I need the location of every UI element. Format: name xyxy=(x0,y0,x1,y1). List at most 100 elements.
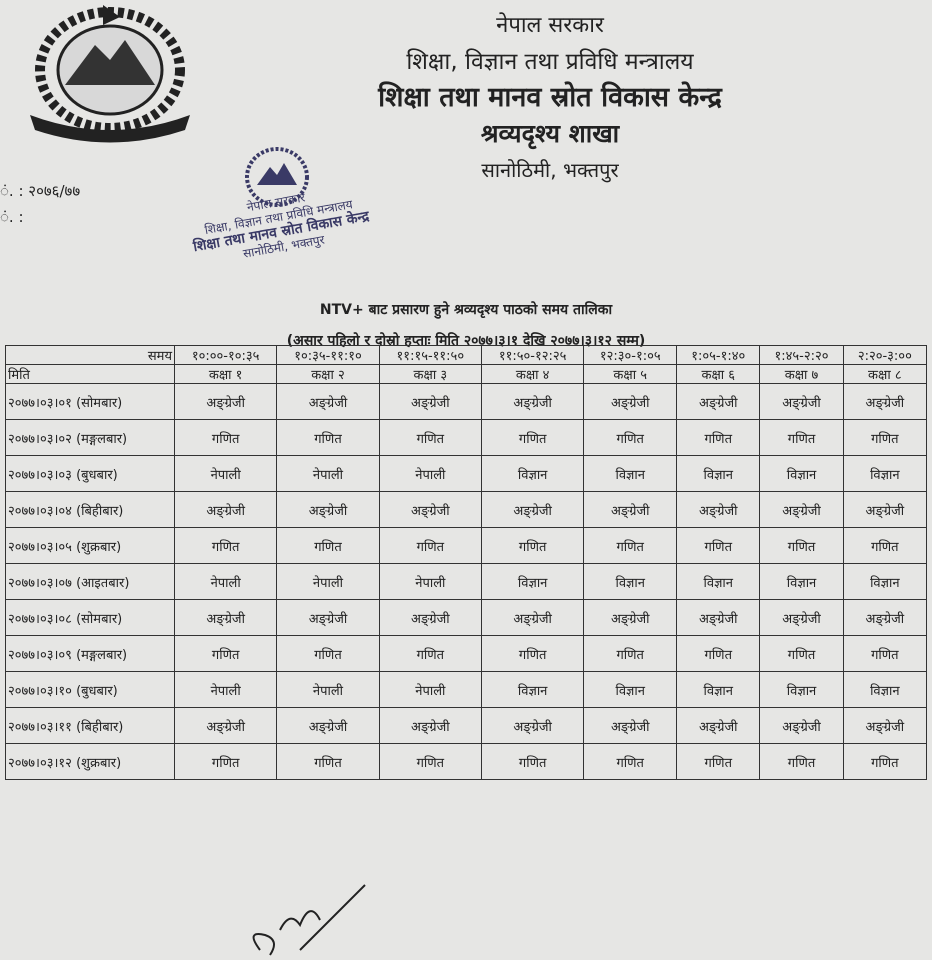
subject-cell: गणित xyxy=(842,419,928,456)
subject-cell: अङ्ग्रेजी xyxy=(583,599,678,636)
subject-cell: विज्ञान xyxy=(480,563,585,600)
header-line: शिक्षा, विज्ञान तथा प्रविधि मन्त्रालय xyxy=(406,49,694,75)
date-cell: २०७७।०३।०१ (सोमबार) xyxy=(5,383,175,420)
time-cell: २:२०-३:०० xyxy=(842,345,928,365)
subject-cell: अङ्ग्रेजी xyxy=(759,383,844,420)
date-cell: २०७७।०३।०३ (बुधबार) xyxy=(5,455,175,492)
subject-cell: गणित xyxy=(276,635,380,672)
subject-cell: गणित xyxy=(759,743,844,780)
table-row: २०७७।०३।०७ (आइतबार) नेपाली नेपाली नेपाली विज… xyxy=(5,563,928,600)
subject-cell: गणित xyxy=(378,419,482,456)
time-cell: ११:१५-११:५० xyxy=(378,345,482,365)
subject-cell: अङ्ग्रेजी xyxy=(759,599,844,636)
class-cell: कक्षा ७ xyxy=(759,364,844,384)
class-cell: कक्षा ४ xyxy=(480,364,585,384)
subject-cell: नेपाली xyxy=(276,563,380,600)
subject-cell: गणित xyxy=(759,635,844,672)
subject-cell: गणित xyxy=(276,419,380,456)
table-row: २०७७।०३।०४ (बिहीबार) अङ्ग्रेजी अङ्ग्रेजी अङ… xyxy=(5,491,928,528)
date-header: मिति xyxy=(5,364,175,384)
subject-cell: अङ्ग्रेजी xyxy=(173,599,278,636)
subject-cell: विज्ञान xyxy=(480,455,585,492)
subject-cell: गणित xyxy=(378,527,482,564)
subject-cell: गणित xyxy=(676,419,761,456)
date-cell: २०७७।०३।१२ (शुक्रबार) xyxy=(5,743,175,780)
emblem xyxy=(30,5,190,143)
reference: ं. : २०७६/७७ ं. : xyxy=(0,178,80,230)
subject-cell: गणित xyxy=(759,419,844,456)
header-row: समय १०:००-१०:३५ १०:३५-११:१० ११:१५-११:५० ११:५… xyxy=(5,345,928,365)
subject-cell: अङ्ग्रेजी xyxy=(378,383,482,420)
subject-cell: गणित xyxy=(676,743,761,780)
subject-cell: अङ्ग्रेजी xyxy=(583,707,678,744)
subject-cell: अङ्ग्रेजी xyxy=(480,599,585,636)
header-line: सानोठिमी, भक्तपुर xyxy=(481,158,619,182)
subject-cell: गणित xyxy=(480,743,585,780)
subject-cell: अङ्ग्रेजी xyxy=(276,383,380,420)
table-title: NTV+ बाट प्रसारण हुने श्रव्यदृश्य पाठको … xyxy=(319,302,613,318)
subject-cell: अङ्ग्रेजी xyxy=(842,599,928,636)
subject-cell: अङ्ग्रेजी xyxy=(480,491,585,528)
subject-cell: अङ्ग्रेजी xyxy=(583,383,678,420)
signature xyxy=(252,884,366,956)
subject-cell: गणित xyxy=(583,743,678,780)
table-row: २०७७।०३।०३ (बुधबार) नेपाली नेपाली नेपाली विज… xyxy=(5,455,928,492)
subject-cell: अङ्ग्रेजी xyxy=(378,491,482,528)
subject-cell: अङ्ग्रेजी xyxy=(583,491,678,528)
subject-cell: नेपाली xyxy=(173,455,278,492)
subject-cell: विज्ञान xyxy=(842,455,928,492)
subject-cell: विज्ञान xyxy=(676,671,761,708)
schedule-table: समय १०:००-१०:३५ १०:३५-११:१० ११:१५-११:५० ११:५… xyxy=(5,345,928,780)
header-line: शिक्षा तथा मानव स्रोत विकास केन्द्र xyxy=(378,82,722,113)
subject-cell: विज्ञान xyxy=(842,671,928,708)
class-cell: कक्षा ६ xyxy=(676,364,761,384)
table-row: २०७७।०३।१२ (शुक्रबार) गणित गणित गणित गणित गणि… xyxy=(5,743,928,780)
subject-cell: गणित xyxy=(276,527,380,564)
subject-cell: विज्ञान xyxy=(583,671,678,708)
subject-cell: अङ्ग्रेजी xyxy=(676,491,761,528)
time-header: समय xyxy=(5,345,175,365)
subject-cell: विज्ञान xyxy=(759,563,844,600)
subject-cell: अङ्ग्रेजी xyxy=(276,707,380,744)
subject-cell: अङ्ग्रेजी xyxy=(759,491,844,528)
date-cell: २०७७।०३।११ (बिहीबार) xyxy=(5,707,175,744)
subject-cell: गणित xyxy=(583,635,678,672)
subject-cell: गणित xyxy=(676,635,761,672)
subject-cell: नेपाली xyxy=(276,671,380,708)
subject-cell: गणित xyxy=(378,743,482,780)
subject-cell: विज्ञान xyxy=(759,671,844,708)
subject-cell: गणित xyxy=(842,743,928,780)
subject-cell: अङ्ग्रेजी xyxy=(759,707,844,744)
subject-cell: नेपाली xyxy=(173,563,278,600)
subject-cell: अङ्ग्रेजी xyxy=(842,491,928,528)
subject-cell: अङ्ग्रेजी xyxy=(276,599,380,636)
subject-cell: गणित xyxy=(759,527,844,564)
table-row: २०७७।०३।०१ (सोमबार) अङ्ग्रेजी अङ्ग्रेजी अङ्… xyxy=(5,383,928,420)
subject-cell: अङ्ग्रेजी xyxy=(173,491,278,528)
table-row: २०७७।०३।०८ (सोमबार) अङ्ग्रेजी अङ्ग्रेजी अङ्… xyxy=(5,599,928,636)
subject-cell: गणित xyxy=(173,527,278,564)
subject-cell: अङ्ग्रेजी xyxy=(378,707,482,744)
table-row: २०७७।०३।०५ (शुक्रबार) गणित गणित गणित गणित गणि… xyxy=(5,527,928,564)
subject-cell: नेपाली xyxy=(276,455,380,492)
date-cell: २०७७।०३।०७ (आइतबार) xyxy=(5,563,175,600)
time-cell: १०:३५-११:१० xyxy=(276,345,380,365)
subject-cell: अङ्ग्रेजी xyxy=(676,383,761,420)
subject-cell: अङ्ग्रेजी xyxy=(676,599,761,636)
subject-cell: विज्ञान xyxy=(676,455,761,492)
subject-cell: विज्ञान xyxy=(480,671,585,708)
subject-cell: अङ्ग्रेजी xyxy=(480,707,585,744)
subject-cell: गणित xyxy=(583,527,678,564)
subject-cell: विज्ञान xyxy=(676,563,761,600)
date-cell: २०७७।०३।०५ (शुक्रबार) xyxy=(5,527,175,564)
subject-cell: गणित xyxy=(173,419,278,456)
subject-cell: विज्ञान xyxy=(759,455,844,492)
header: नेपाल सरकार शिक्षा, विज्ञान तथा प्रविधि … xyxy=(250,8,850,188)
date-cell: २०७७।०३।०२ (मङ्गलबार) xyxy=(5,419,175,456)
table-row: २०७७।०३।१० (बुधबार) नेपाली नेपाली नेपाली विज… xyxy=(5,671,928,708)
subject-cell: गणित xyxy=(173,635,278,672)
subject-cell: अङ्ग्रेजी xyxy=(173,383,278,420)
date-cell: २०७७।०३।०४ (बिहीबार) xyxy=(5,491,175,528)
